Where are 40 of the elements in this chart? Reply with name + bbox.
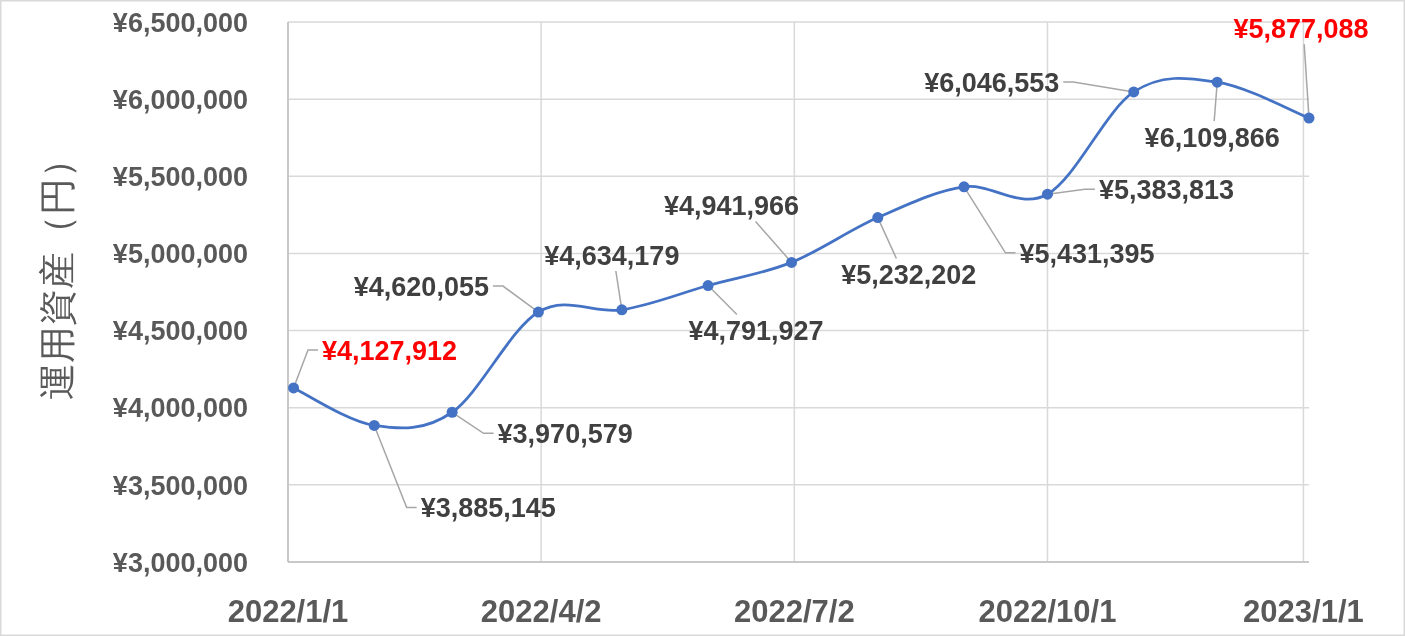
data-label: ¥6,109,866 xyxy=(1144,122,1280,153)
data-label: ¥3,970,579 xyxy=(497,418,633,449)
data-label: ¥3,885,145 xyxy=(420,493,556,524)
data-label: ¥4,941,966 xyxy=(663,191,800,222)
x-tick-label: 2023/1/1 xyxy=(1243,594,1364,629)
y-tick-label: ¥6,000,000 xyxy=(112,84,248,115)
point xyxy=(288,382,300,394)
point xyxy=(1041,188,1053,200)
x-tick-label: 2022/1/1 xyxy=(227,594,349,629)
y-axis-title: 運用資産（円） xyxy=(37,140,78,400)
point xyxy=(1128,86,1140,98)
point xyxy=(1303,112,1315,124)
data-label: ¥4,620,055 xyxy=(353,271,489,302)
data-label: ¥4,634,179 xyxy=(544,240,680,271)
data-label: ¥5,431,395 xyxy=(1019,238,1155,269)
point xyxy=(616,304,628,316)
point xyxy=(532,306,544,318)
annotation: ¥5,877,088 xyxy=(1233,13,1369,44)
data-label: ¥6,046,553 xyxy=(924,67,1060,98)
point xyxy=(872,212,884,224)
y-tick-label: ¥4,500,000 xyxy=(112,316,248,347)
y-tick-label: ¥5,000,000 xyxy=(112,239,248,270)
point xyxy=(786,256,798,268)
y-tick-label: ¥3,000,000 xyxy=(112,547,248,578)
point xyxy=(368,419,380,431)
point xyxy=(702,280,714,292)
y-tick-label: ¥6,500,000 xyxy=(112,7,248,38)
point xyxy=(446,406,458,418)
data-label: ¥4,791,927 xyxy=(688,316,824,347)
annotation: ¥4,127,912 xyxy=(321,335,458,366)
y-tick-label: ¥3,500,000 xyxy=(112,470,248,501)
data-label: ¥5,383,813 xyxy=(1098,174,1235,205)
point xyxy=(958,181,970,193)
x-tick-label: 2022/10/1 xyxy=(978,594,1117,629)
y-tick-label: ¥5,500,000 xyxy=(112,162,248,193)
point xyxy=(1211,76,1223,88)
x-tick-label: 2022/4/2 xyxy=(480,594,602,629)
y-tick-label: ¥4,000,000 xyxy=(112,393,248,424)
x-tick-label: 2022/7/2 xyxy=(733,594,855,629)
data-label: ¥5,232,202 xyxy=(841,260,977,291)
